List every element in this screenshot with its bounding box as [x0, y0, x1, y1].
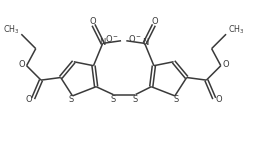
Text: S: S	[174, 95, 179, 104]
Text: O: O	[90, 17, 96, 26]
Text: CH$_3$: CH$_3$	[3, 23, 19, 36]
Text: S: S	[68, 95, 74, 104]
Text: O: O	[18, 60, 25, 69]
Text: S: S	[111, 95, 116, 104]
Text: N: N	[142, 38, 148, 47]
Text: S: S	[133, 95, 138, 104]
Text: O$^-$: O$^-$	[128, 33, 142, 44]
Text: O: O	[151, 17, 158, 26]
Text: O: O	[216, 95, 222, 104]
Text: O: O	[222, 60, 229, 69]
Text: N: N	[99, 38, 105, 47]
Text: O: O	[25, 95, 32, 104]
Text: CH$_3$: CH$_3$	[228, 23, 245, 36]
Text: O$^-$: O$^-$	[105, 33, 119, 44]
